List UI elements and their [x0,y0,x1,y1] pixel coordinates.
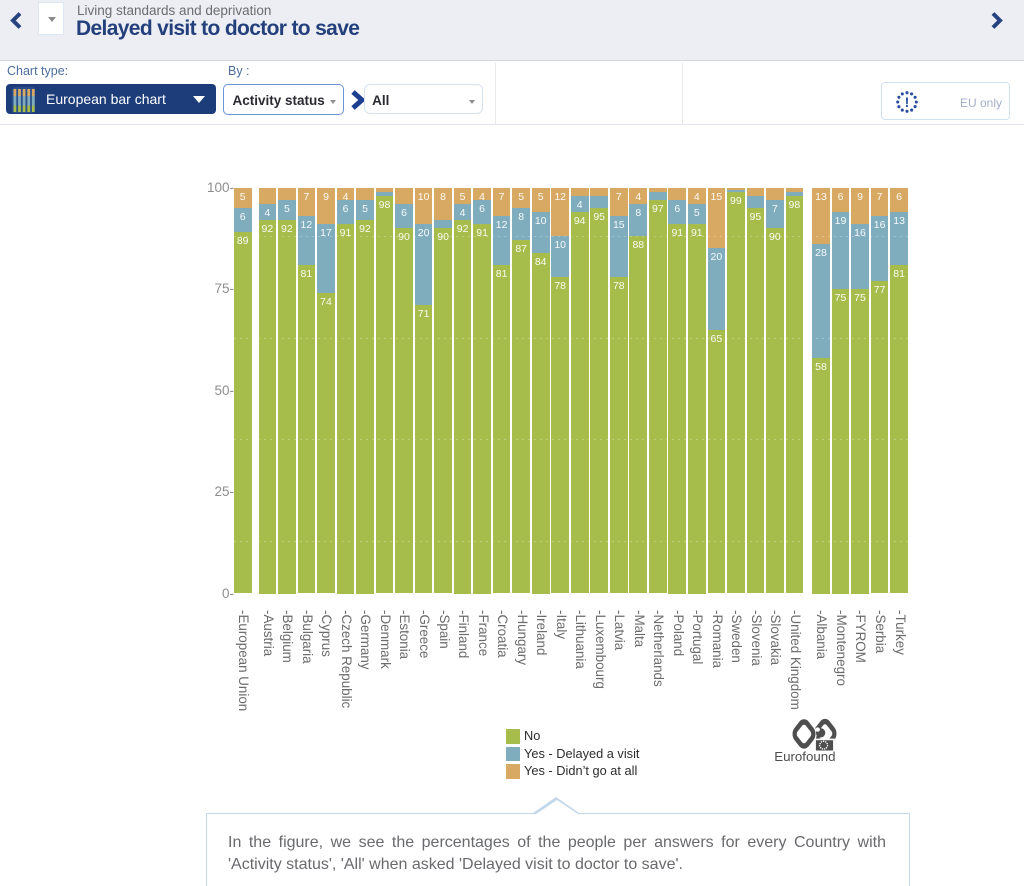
svg-text:!: ! [905,94,910,110]
svg-text:Eurofound: Eurofound [774,749,835,764]
